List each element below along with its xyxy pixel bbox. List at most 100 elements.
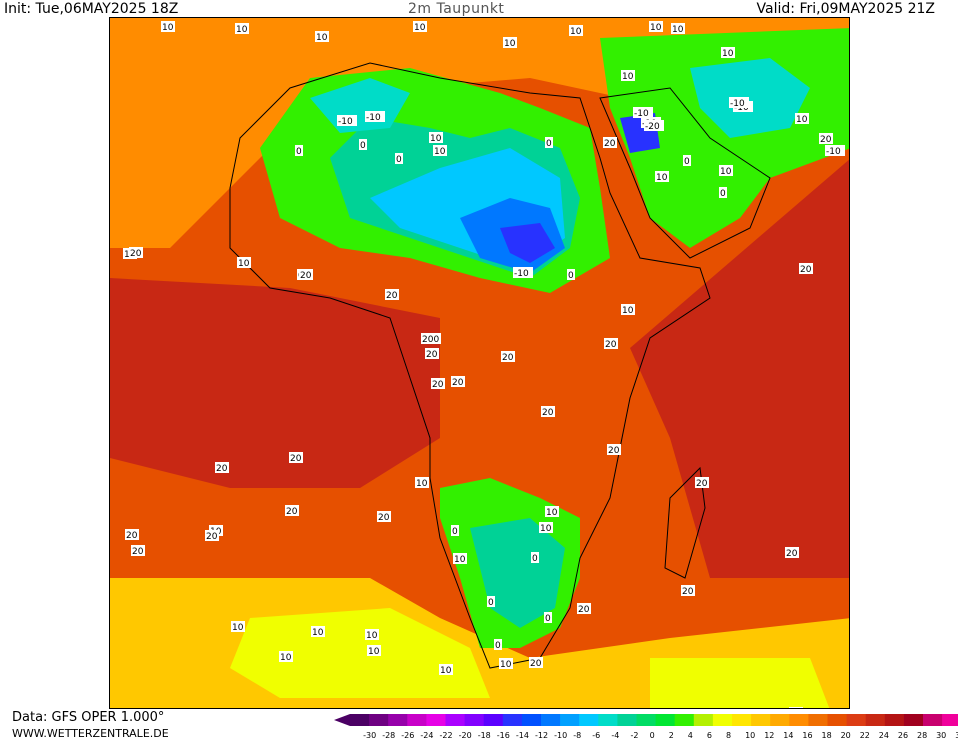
contour-label: 20 [607,444,621,456]
contour-label: 0 [683,155,691,167]
contour-label-text: 10 [650,23,662,33]
contour-label-text: -20 [645,122,660,132]
contour-label-text: 10 [316,33,328,43]
contour-label: 10 [649,21,663,33]
contour-label-text: 20 [696,479,708,489]
legend-arrow-left [334,714,350,726]
contour-label: 10 [279,651,293,663]
contour-label-box [503,37,517,48]
legend-tick-label: -12 [535,731,548,740]
contour-label-box [415,477,429,488]
contour-label: 10 [621,304,635,316]
contour-label: -10 [365,111,385,123]
contour-label: 20 [385,289,399,301]
contour-label-box [439,664,453,675]
contour-label-box [501,351,515,362]
contour-label-box [545,506,559,517]
contour-label-text: 10 [430,134,442,144]
contour-label-text: -10 [338,117,353,127]
contour-label-text: 0 [452,527,458,537]
contour-label-box [311,626,325,637]
contour-label: 10 [453,553,467,565]
contour-label: 10 [569,25,583,37]
legend-tick-label: 6 [707,731,712,740]
contour-label: 10 [499,658,513,670]
contour-label-box [539,522,553,533]
contour-label-text: -10 [366,113,381,123]
contour-label: -20 [644,120,664,132]
contour-label: 20 [681,585,695,597]
contour-label: 10 [795,113,809,125]
contour-label-text: 200 [422,335,439,345]
contour-label-box [789,707,803,708]
contour-label-text: 10 [312,628,324,638]
legend-swatch [903,714,924,726]
contour-label: 20 [125,529,139,541]
legend-swatch [789,714,809,726]
contour-label-text: 20 [426,350,438,360]
contour-label: 20 [819,133,833,145]
field-sahara-deep [500,223,555,263]
contour-label: 0 [531,552,539,564]
contour-label: 20 [541,406,555,418]
legend-tick-label: 24 [879,731,889,740]
contour-label: 10 [231,621,245,633]
contour-label-box [215,462,229,473]
contour-label-box [719,165,733,176]
contour-label-text: 10 [434,147,446,157]
contour-label: 0 [567,269,575,281]
legend-swatch [464,714,485,726]
legend-swatch [923,714,943,726]
contour-label-text: 10 [454,555,466,565]
contour-label: -10 [513,267,533,279]
contour-label-text: 10 [546,508,558,518]
contour-label-text: 0 [296,147,302,157]
contour-label-box [451,376,465,387]
contour-label-text: 20 [130,249,142,259]
contour-label-box [131,545,145,556]
contour-label-box [819,133,833,144]
contour-label-box [695,477,709,488]
contour-label-box [494,639,502,650]
contour-label: 20 [285,505,299,517]
contour-label-text: 20 [432,380,444,390]
contour-label-text: 20 [206,532,218,542]
contour-label-box [799,263,813,274]
contour-label: 10 [235,23,249,35]
contour-label-text: 20 [378,513,390,523]
data-source-label: Data: GFS OPER 1.000° [12,710,165,725]
init-time-label: Init: Tue,06MAY2025 18Z [4,1,179,17]
contour-label-box [541,406,555,417]
contour-label-text: 10 [796,115,808,125]
contour-label-text: 20 [502,353,514,363]
contour-label: 20 [695,477,709,489]
contour-label-text: 20 [216,464,228,474]
contour-label-box [607,444,621,455]
legend-tick-label: 18 [822,731,832,740]
legend-swatch [655,714,676,726]
contour-label: 10 [503,37,517,49]
contour-label-box [621,70,635,81]
contour-label-box [433,145,447,156]
contour-label-text: 20 [126,531,138,541]
contour-label-box [377,511,391,522]
contour-label-box [365,111,385,122]
legend-swatch [579,714,599,726]
contour-label-text: 20 [820,135,832,145]
contour-label-text: 10 [238,259,250,269]
contour-labels: 10 10 10 10 10 10 10 10 -10 -10 0 10 0 0 10 0 -10 -10 -20 2… [123,21,845,708]
contour-label: 0 [487,596,495,608]
contour-label-box [683,155,691,166]
arabia-coastline [599,87,771,259]
africa-coastline [229,62,711,669]
contour-label-box [365,629,379,640]
contour-label-text: 0 [568,271,574,281]
contour-label: 20 [451,376,465,388]
contour-label-box [421,333,441,344]
color-legend: -30 -28 -26 -24 -22 -20 -18 -16 -14 -12 -10 -8 -6 -4-… [334,714,958,740]
contour-label-box [129,247,143,258]
legend-swatch [884,714,905,726]
contour-label-text: 20 [800,265,812,275]
contour-label-box [237,257,251,268]
contour-label-text: 10 [672,25,684,35]
